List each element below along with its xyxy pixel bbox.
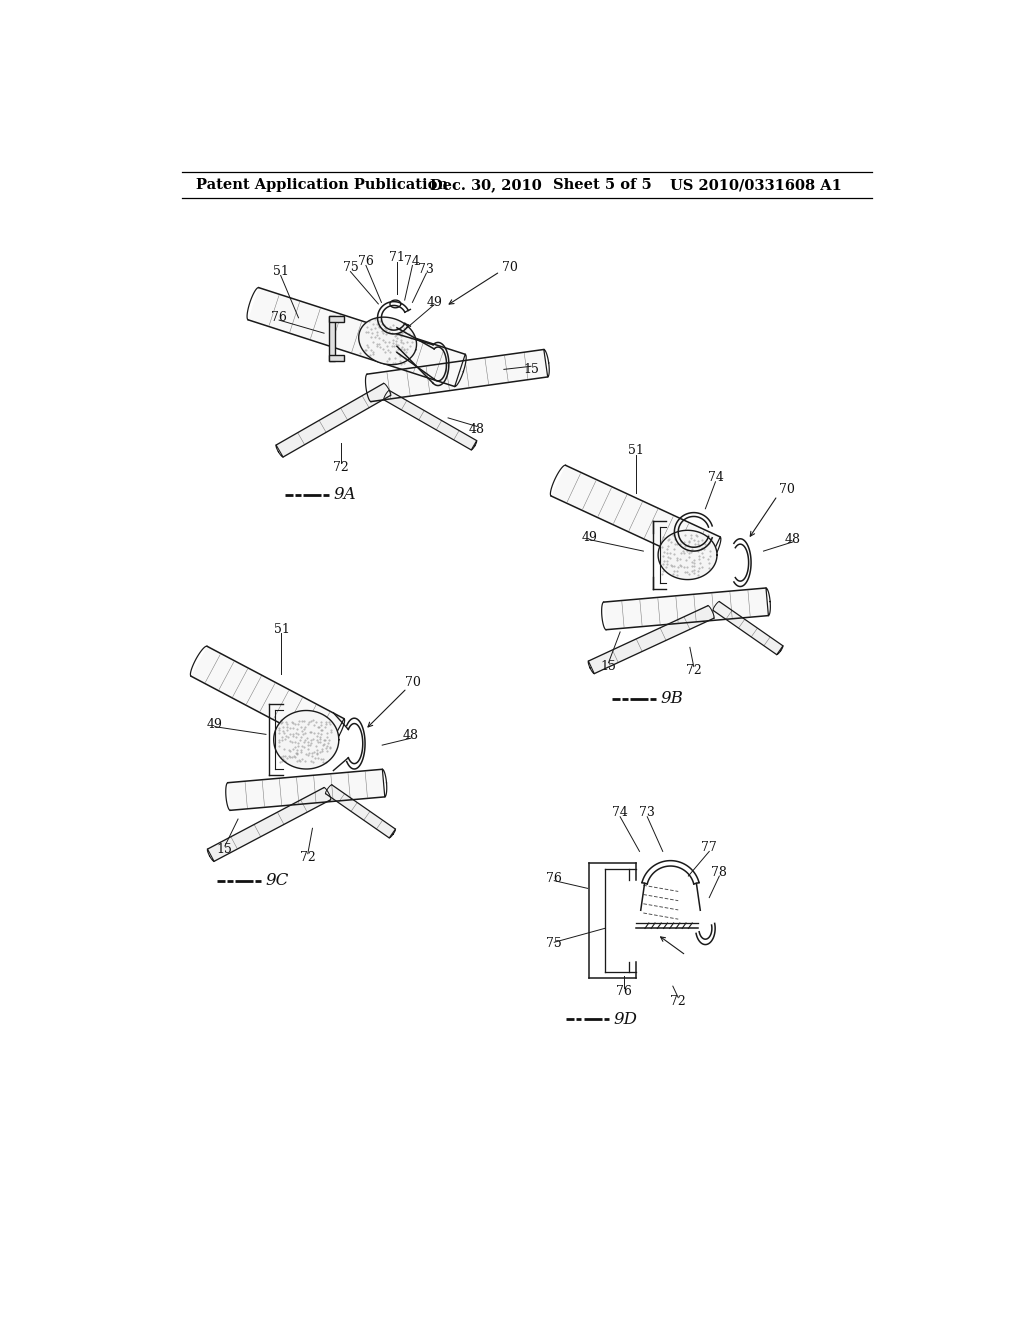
Text: 75: 75 <box>343 261 358 275</box>
Polygon shape <box>191 647 344 748</box>
Polygon shape <box>273 710 339 770</box>
Polygon shape <box>208 788 331 861</box>
Polygon shape <box>329 317 344 322</box>
Text: 48: 48 <box>469 422 484 436</box>
Polygon shape <box>358 317 417 364</box>
Text: 51: 51 <box>273 623 290 636</box>
Text: 74: 74 <box>612 807 628 820</box>
Polygon shape <box>658 531 717 579</box>
Text: 76: 76 <box>547 871 562 884</box>
Text: 48: 48 <box>402 730 419 742</box>
Text: 49: 49 <box>207 718 223 731</box>
Text: 72: 72 <box>686 664 701 677</box>
Text: 71: 71 <box>389 251 404 264</box>
Text: Sheet 5 of 5: Sheet 5 of 5 <box>553 178 651 193</box>
Text: 73: 73 <box>639 807 655 820</box>
Text: 77: 77 <box>701 841 717 854</box>
Text: 51: 51 <box>272 265 289 279</box>
Text: US 2010/0331608 A1: US 2010/0331608 A1 <box>671 178 843 193</box>
Text: 51: 51 <box>628 445 643 458</box>
Text: 72: 72 <box>671 995 686 1008</box>
Text: 15: 15 <box>217 843 232 857</box>
Text: 74: 74 <box>708 471 723 484</box>
Text: 9D: 9D <box>614 1011 638 1028</box>
Text: 72: 72 <box>300 851 315 865</box>
Polygon shape <box>329 317 335 360</box>
Polygon shape <box>326 785 395 838</box>
Text: 73: 73 <box>419 263 434 276</box>
Text: 76: 76 <box>271 312 287 325</box>
Polygon shape <box>589 606 714 673</box>
Polygon shape <box>276 383 390 457</box>
Polygon shape <box>227 770 385 810</box>
Polygon shape <box>329 355 344 360</box>
Text: 76: 76 <box>616 985 632 998</box>
Polygon shape <box>551 466 720 568</box>
Text: 74: 74 <box>404 255 421 268</box>
Text: 70: 70 <box>406 676 421 689</box>
Polygon shape <box>368 350 548 401</box>
Text: 75: 75 <box>547 937 562 950</box>
Polygon shape <box>604 587 768 630</box>
Polygon shape <box>384 391 476 450</box>
Text: 9C: 9C <box>265 873 289 890</box>
Text: 9A: 9A <box>334 486 356 503</box>
Text: 49: 49 <box>582 531 597 544</box>
Text: Dec. 30, 2010: Dec. 30, 2010 <box>430 178 542 193</box>
Text: 49: 49 <box>426 296 442 309</box>
Polygon shape <box>248 288 465 387</box>
Polygon shape <box>713 602 783 655</box>
Text: 78: 78 <box>712 866 727 879</box>
Text: 76: 76 <box>358 255 374 268</box>
Text: 15: 15 <box>523 363 539 376</box>
Text: 70: 70 <box>502 261 518 275</box>
Text: 15: 15 <box>600 660 616 673</box>
Text: Patent Application Publication: Patent Application Publication <box>197 178 449 193</box>
Text: 9B: 9B <box>660 690 683 708</box>
Text: 72: 72 <box>333 462 349 474</box>
Text: 48: 48 <box>785 533 801 546</box>
Text: 70: 70 <box>779 483 795 496</box>
